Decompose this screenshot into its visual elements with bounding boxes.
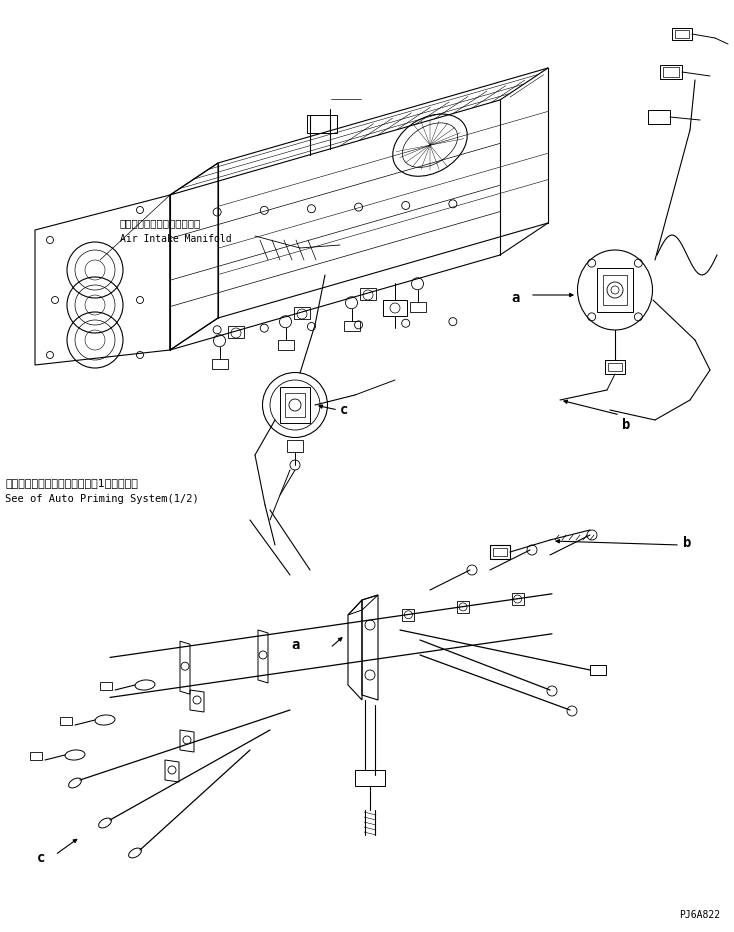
Bar [30, 752, 42, 760]
Bar [383, 300, 407, 316]
Bar [410, 302, 426, 311]
Bar [608, 363, 622, 371]
Bar [287, 440, 303, 452]
Bar [597, 268, 633, 312]
Bar [277, 340, 294, 350]
Text: エアーインテークマニホルド: エアーインテークマニホルド [120, 218, 201, 228]
Bar [663, 67, 679, 77]
Bar [675, 30, 689, 38]
Bar [590, 665, 606, 675]
Text: c: c [340, 403, 349, 417]
Text: a: a [291, 638, 300, 652]
Bar [605, 360, 625, 374]
Bar [402, 609, 415, 621]
Bar [211, 359, 228, 369]
Text: Air Intake Manifold: Air Intake Manifold [120, 234, 232, 244]
Bar [344, 321, 360, 331]
Text: b: b [683, 536, 691, 550]
Bar [512, 593, 523, 605]
Bar [100, 682, 112, 690]
Bar [490, 545, 510, 559]
Bar [603, 275, 627, 305]
Bar [648, 110, 670, 124]
Bar [660, 65, 682, 79]
Bar [672, 28, 692, 40]
Bar [307, 116, 337, 133]
Bar [360, 288, 376, 300]
Bar [457, 601, 469, 613]
Text: オートプライミングシステム（1／２）参照: オートプライミングシステム（1／２）参照 [5, 478, 138, 488]
Text: a: a [512, 291, 520, 305]
Bar [228, 326, 244, 338]
Text: c: c [37, 851, 45, 865]
Text: See of Auto Priming System(1/2): See of Auto Priming System(1/2) [5, 494, 199, 504]
Bar [294, 307, 310, 319]
Text: PJ6A822: PJ6A822 [679, 910, 720, 920]
Bar [493, 548, 507, 556]
Bar [280, 387, 310, 423]
Bar [60, 717, 72, 725]
Text: b: b [622, 418, 631, 432]
Bar [285, 393, 305, 417]
Bar [355, 770, 385, 786]
